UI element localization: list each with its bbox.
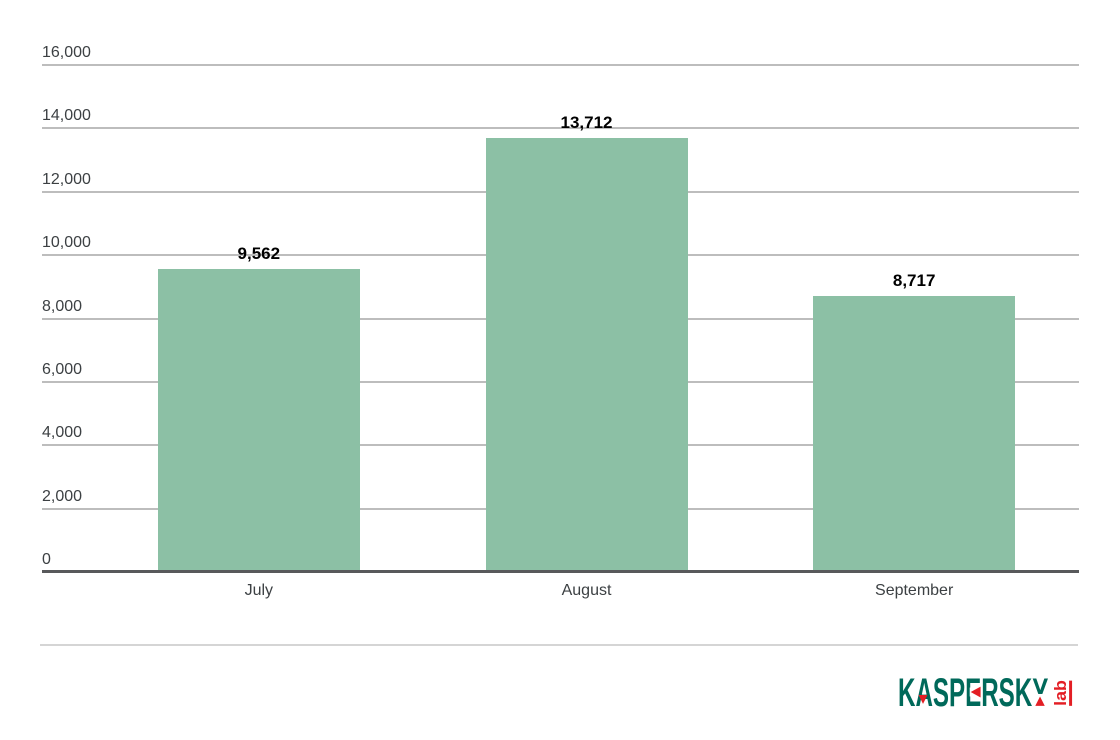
x-axis-category-label: July xyxy=(244,582,274,599)
logo-lab-underline xyxy=(1069,680,1073,706)
y-axis-tick-label: 12,000 xyxy=(42,170,91,188)
footer-divider xyxy=(40,644,1078,646)
bar-value-label: 13,712 xyxy=(560,112,613,132)
gridline xyxy=(42,64,1079,66)
y-axis-tick-label: 10,000 xyxy=(42,234,91,252)
gridline xyxy=(42,127,1079,130)
logo-lab-text: lab xyxy=(1051,680,1070,706)
bar-july xyxy=(157,269,360,573)
logo-a-triangle-icon xyxy=(918,694,928,704)
y-axis-tick-label: 14,000 xyxy=(42,107,91,125)
y-axis-tick-label: 16,000 xyxy=(42,44,91,61)
bar-value-label: 8,717 xyxy=(892,270,936,290)
kaspersky-lab-logo: KASPERSKY lab xyxy=(898,671,1073,715)
x-axis-line xyxy=(42,570,1079,573)
x-axis-category-label: August xyxy=(561,582,612,599)
bar-september xyxy=(813,295,1016,573)
logo-e-triangle-icon xyxy=(970,686,981,698)
x-axis-category-label: September xyxy=(875,582,954,599)
bar-august xyxy=(485,137,688,573)
y-axis-tick-label: 0 xyxy=(42,551,51,568)
y-axis-tick-label: 6,000 xyxy=(42,360,83,378)
y-axis-tick-label: 4,000 xyxy=(42,424,83,442)
y-axis-tick-label: 8,000 xyxy=(42,297,83,315)
bar-value-label: 9,562 xyxy=(237,244,281,263)
logo-y-triangle-icon xyxy=(1035,696,1045,706)
y-axis-tick-label: 2,000 xyxy=(42,487,83,505)
